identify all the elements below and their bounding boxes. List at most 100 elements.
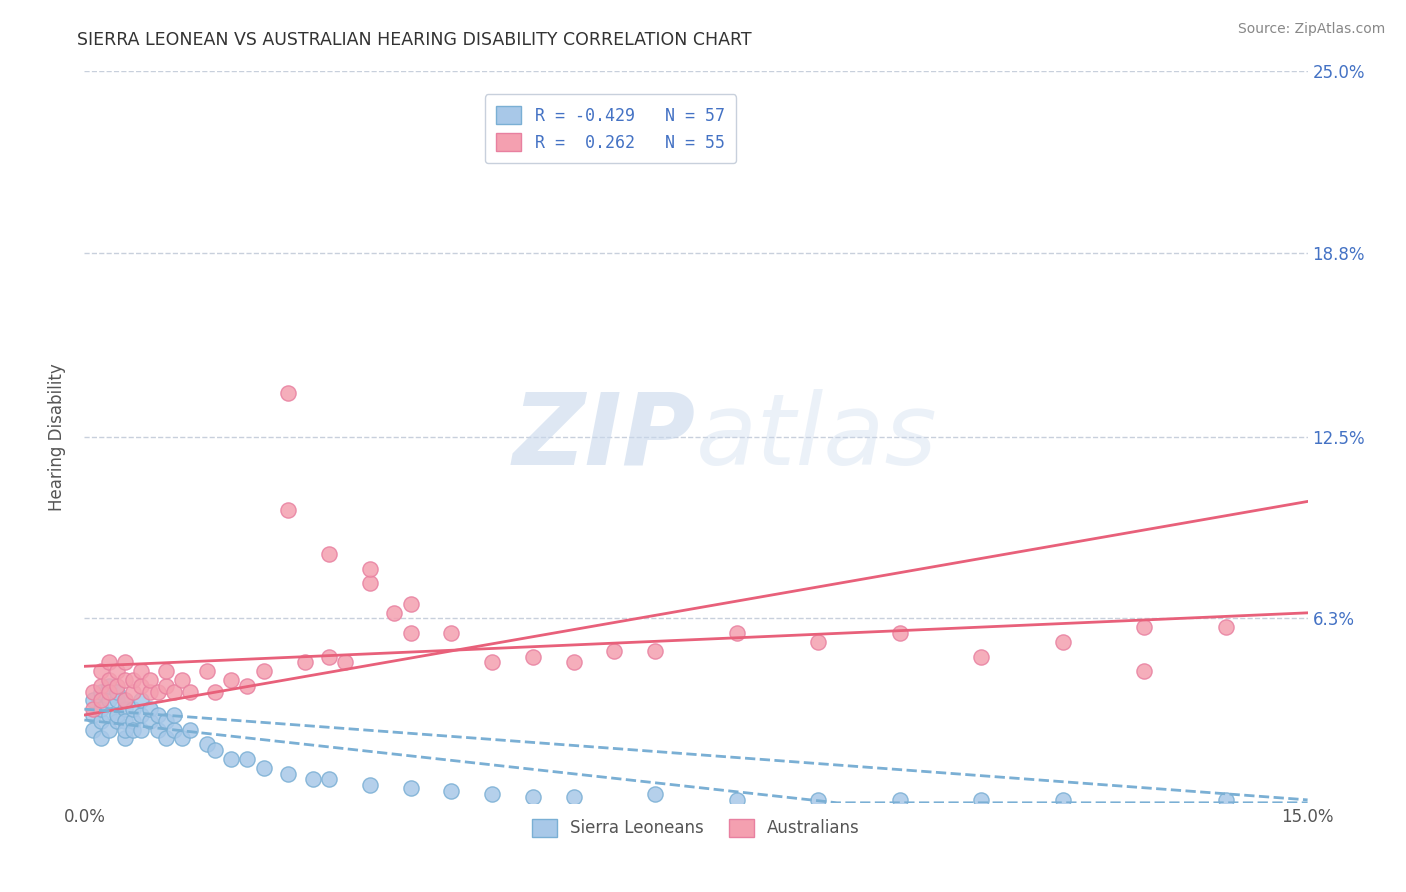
Text: atlas: atlas [696,389,938,485]
Point [807,635,830,649]
Point [163,708,186,723]
Point [301,772,323,787]
Point [146,708,169,723]
Point [318,772,340,787]
Point [131,664,153,678]
Point [131,693,153,707]
Point [90,693,112,707]
Point [970,793,993,807]
Point [889,626,911,640]
Point [481,656,503,670]
Point [253,664,276,678]
Point [122,723,145,737]
Point [359,576,381,591]
Point [90,684,112,698]
Point [82,693,104,707]
Point [522,649,544,664]
Point [889,793,911,807]
Point [163,723,186,737]
Text: SIERRA LEONEAN VS AUSTRALIAN HEARING DISABILITY CORRELATION CHART: SIERRA LEONEAN VS AUSTRALIAN HEARING DIS… [77,31,752,49]
Point [105,714,128,728]
Point [277,386,299,401]
Point [82,723,104,737]
Point [603,643,626,657]
Point [146,684,169,698]
Point [725,626,748,640]
Point [219,673,242,687]
Point [114,693,136,707]
Point [318,649,340,664]
Point [114,656,136,670]
Text: Source: ZipAtlas.com: Source: ZipAtlas.com [1237,22,1385,37]
Point [105,708,128,723]
Point [122,714,145,728]
Point [219,752,242,766]
Point [204,743,226,757]
Point [294,656,316,670]
Point [105,664,128,678]
Point [236,752,259,766]
Point [90,714,112,728]
Point [163,684,186,698]
Point [122,702,145,716]
Point [131,708,153,723]
Point [138,684,160,698]
Point [114,693,136,707]
Point [172,731,194,746]
Point [105,684,128,698]
Point [114,673,136,687]
Point [122,684,145,698]
Point [90,702,112,716]
Point [90,664,112,678]
Point [359,562,381,576]
Point [359,778,381,792]
Point [179,723,201,737]
Point [97,656,120,670]
Point [440,784,463,798]
Point [970,649,993,664]
Legend: Sierra Leoneans, Australians: Sierra Leoneans, Australians [523,810,869,846]
Point [114,731,136,746]
Point [1052,635,1074,649]
Point [97,679,120,693]
Point [236,679,259,693]
Point [155,664,177,678]
Point [105,693,128,707]
Point [90,731,112,746]
Point [122,673,145,687]
Point [1215,620,1237,634]
Point [155,714,177,728]
Point [1052,793,1074,807]
Point [82,684,104,698]
Point [172,673,194,687]
Point [440,626,463,640]
Point [114,723,136,737]
Point [97,684,120,698]
Point [155,679,177,693]
Text: ZIP: ZIP [513,389,696,485]
Point [114,714,136,728]
Point [277,766,299,780]
Point [277,503,299,517]
Point [146,723,169,737]
Point [807,793,830,807]
Point [204,684,226,698]
Point [82,708,104,723]
Point [644,787,666,801]
Point [138,702,160,716]
Point [522,789,544,804]
Point [138,714,160,728]
Point [97,693,120,707]
Point [97,673,120,687]
Point [1215,793,1237,807]
Point [195,737,218,751]
Point [114,702,136,716]
Point [97,723,120,737]
Point [399,597,422,611]
Point [644,643,666,657]
Point [138,673,160,687]
Y-axis label: Hearing Disability: Hearing Disability [48,363,66,511]
Point [82,702,104,716]
Point [90,679,112,693]
Point [97,708,120,723]
